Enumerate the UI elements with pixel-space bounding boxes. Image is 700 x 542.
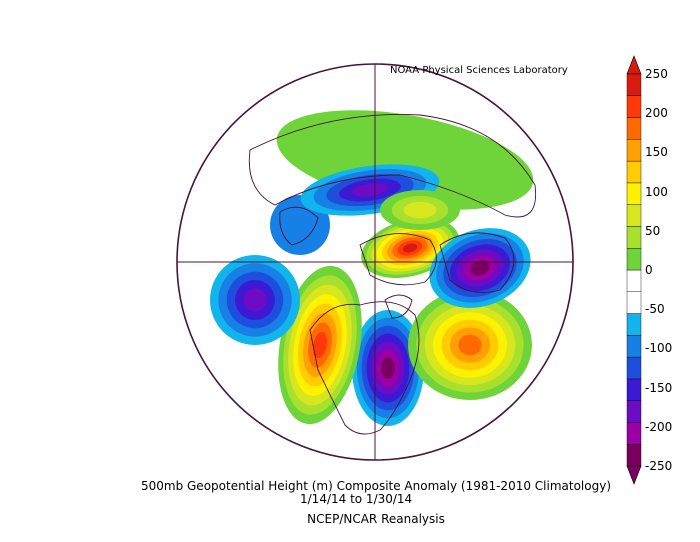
anomaly-center xyxy=(429,228,531,308)
colorbar xyxy=(626,55,642,485)
colorbar-segment xyxy=(626,248,642,271)
colorbar-segment xyxy=(626,356,642,380)
anomaly-center xyxy=(278,265,362,425)
colorbar-segment xyxy=(626,444,642,467)
colorbar-segment xyxy=(626,117,642,140)
coastline xyxy=(309,301,420,435)
colorbar-segment xyxy=(626,269,642,292)
anomaly-center xyxy=(210,255,300,345)
colorbar-segment xyxy=(626,95,642,118)
colorbar-segment xyxy=(626,139,642,162)
coastline xyxy=(384,294,413,319)
coastline xyxy=(248,114,537,218)
coastline xyxy=(439,232,515,293)
colorbar-tick-label: -250 xyxy=(645,459,673,473)
caption-dates: 1/14/14 to 1/30/14 xyxy=(300,492,413,506)
colorbar-segment xyxy=(626,204,642,227)
caption-dataset: NCEP/NCAR Reanalysis xyxy=(307,512,445,526)
colorbar-tick-label: 100 xyxy=(645,184,668,199)
colorbar-segment xyxy=(626,422,642,445)
anomaly-center xyxy=(352,310,424,426)
colorbar-tick-label: 150 xyxy=(645,145,668,160)
colorbar-segment xyxy=(626,400,642,423)
colorbar-tick-label: 0 xyxy=(645,263,653,277)
map-frame xyxy=(176,63,574,461)
colorbar-segment xyxy=(626,226,642,249)
colorbar-tick-label: -150 xyxy=(645,380,673,395)
colorbar-segment xyxy=(626,182,642,205)
map-outline xyxy=(176,63,574,461)
colorbar-segment xyxy=(626,335,642,358)
colorbar-tick-label: 200 xyxy=(645,106,668,121)
colorbar-segment xyxy=(626,378,642,401)
coastline xyxy=(279,206,319,246)
colorbar-tick-label: -100 xyxy=(645,341,673,356)
colorbar-segment xyxy=(626,160,642,184)
caption-title: 500mb Geopotential Height (m) Composite … xyxy=(140,479,611,493)
colorbar-arrow-high xyxy=(626,55,642,75)
colorbar-tick-label: -50 xyxy=(645,302,665,317)
colorbar-tick-label: -200 xyxy=(645,419,673,434)
colorbar-segment xyxy=(626,291,642,314)
anomaly-center xyxy=(380,190,460,230)
anomaly-center xyxy=(408,290,532,400)
colorbar-segment xyxy=(626,73,642,96)
colorbar-tick-label: 50 xyxy=(645,223,661,238)
anomaly-fields xyxy=(210,110,534,426)
source-credit: NOAA Physical Sciences Laboratory xyxy=(390,65,568,76)
colorbar-segment xyxy=(626,313,642,336)
colorbar-tick-label: 250 xyxy=(645,67,668,81)
